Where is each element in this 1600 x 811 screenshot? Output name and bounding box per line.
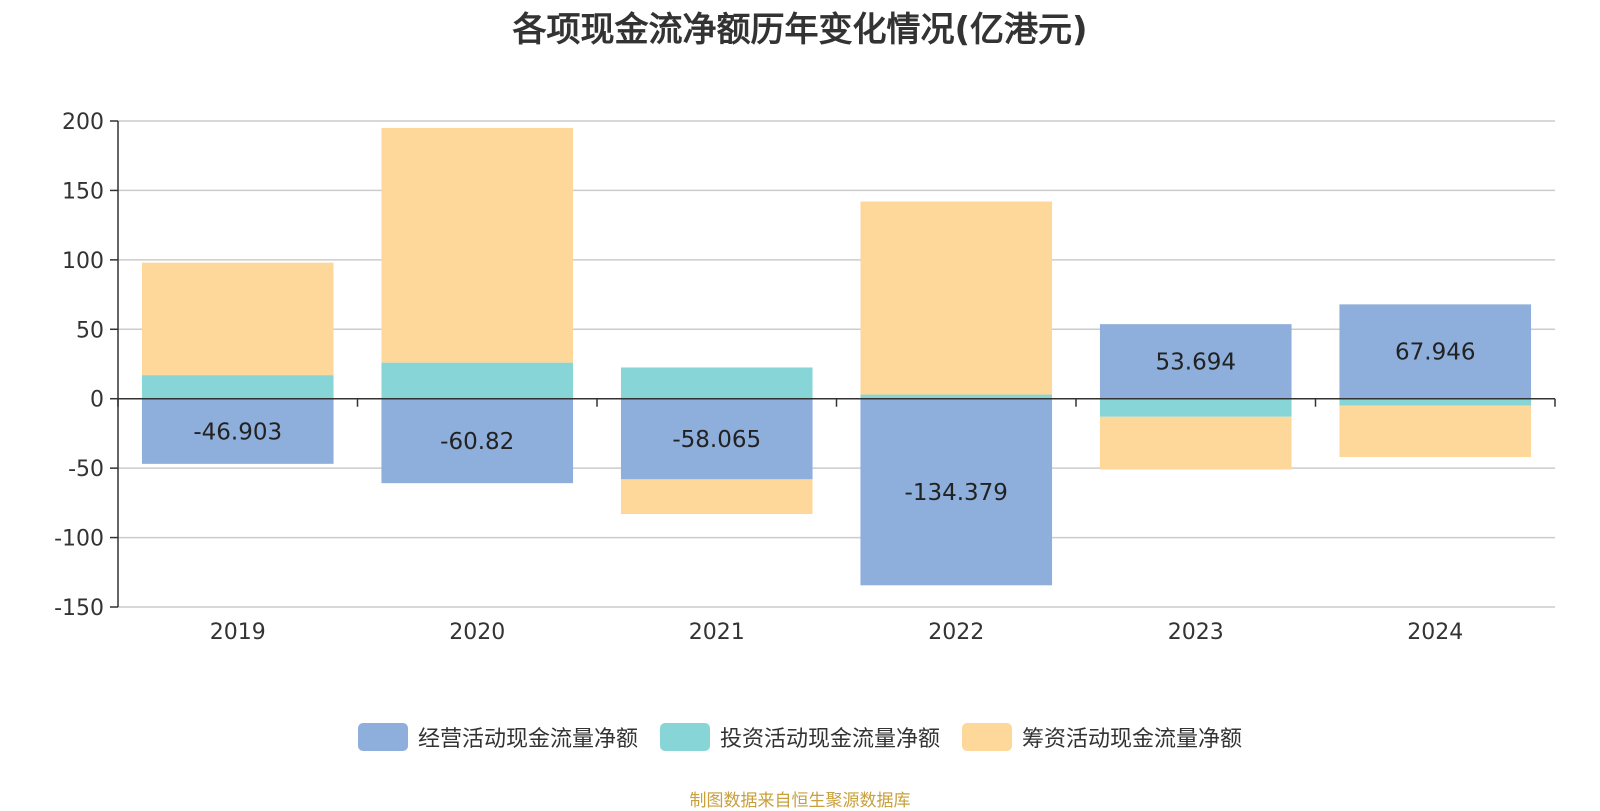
legend-label: 投资活动现金流量净额 xyxy=(719,727,940,752)
bar xyxy=(1099,324,1292,399)
y-tick-label: 0 xyxy=(90,388,104,413)
legend-item[interactable]: 经营活动现金流量净额 xyxy=(357,721,638,753)
bar xyxy=(141,375,334,399)
y-tick-label: 200 xyxy=(62,110,104,135)
x-tick-label: 2020 xyxy=(449,620,505,645)
data-label: -60.82 xyxy=(440,429,514,455)
bar xyxy=(1339,398,1532,406)
bar xyxy=(1099,398,1292,417)
bar xyxy=(620,398,813,480)
y-tick-label: -100 xyxy=(54,527,104,552)
legend-item[interactable]: 筹资活动现金流量净额 xyxy=(962,721,1242,753)
y-tick-label: -150 xyxy=(54,596,104,621)
bar xyxy=(1339,405,1532,458)
bar xyxy=(860,201,1053,395)
x-tick-label: 2024 xyxy=(1407,620,1463,645)
bar xyxy=(860,398,1053,586)
bar xyxy=(620,367,813,399)
legend-swatch xyxy=(962,723,1012,751)
bar xyxy=(381,362,574,399)
data-label: -58.065 xyxy=(672,427,761,453)
y-tick-label: -50 xyxy=(68,457,104,482)
bar xyxy=(141,398,334,464)
bar xyxy=(381,127,574,363)
legend-swatch xyxy=(659,723,710,751)
legend-label: 筹资活动现金流量净额 xyxy=(1022,727,1243,752)
legend-item[interactable]: 投资活动现金流量净额 xyxy=(659,721,940,753)
x-tick-label: 2022 xyxy=(928,620,984,645)
data-label: -46.903 xyxy=(193,419,282,445)
bar xyxy=(620,479,813,515)
legend-swatch xyxy=(357,723,408,751)
source-note: 制图数据来自恒生聚源数据库 xyxy=(689,791,911,811)
bar xyxy=(141,262,334,376)
legend: 经营活动现金流量净额 投资活动现金流量净额 筹资活动现金流量净额 xyxy=(0,721,1600,753)
x-tick-label: 2021 xyxy=(689,620,745,645)
y-tick-label: 100 xyxy=(62,249,104,274)
x-tick-label: 2023 xyxy=(1168,620,1224,645)
bar xyxy=(381,398,574,484)
data-label: 53.694 xyxy=(1156,349,1236,375)
data-label: -134.379 xyxy=(905,480,1008,506)
bar xyxy=(1339,304,1532,399)
y-tick-label: 150 xyxy=(62,179,104,204)
x-tick-label: 2019 xyxy=(210,620,266,645)
legend-label: 经营活动现金流量净额 xyxy=(417,727,638,752)
bar xyxy=(860,394,1053,399)
y-tick-label: 50 xyxy=(76,318,104,343)
data-label: 67.946 xyxy=(1395,340,1475,366)
bar xyxy=(1099,416,1292,470)
chart-title: 各项现金流净额历年变化情况(亿港元) xyxy=(512,10,1088,50)
